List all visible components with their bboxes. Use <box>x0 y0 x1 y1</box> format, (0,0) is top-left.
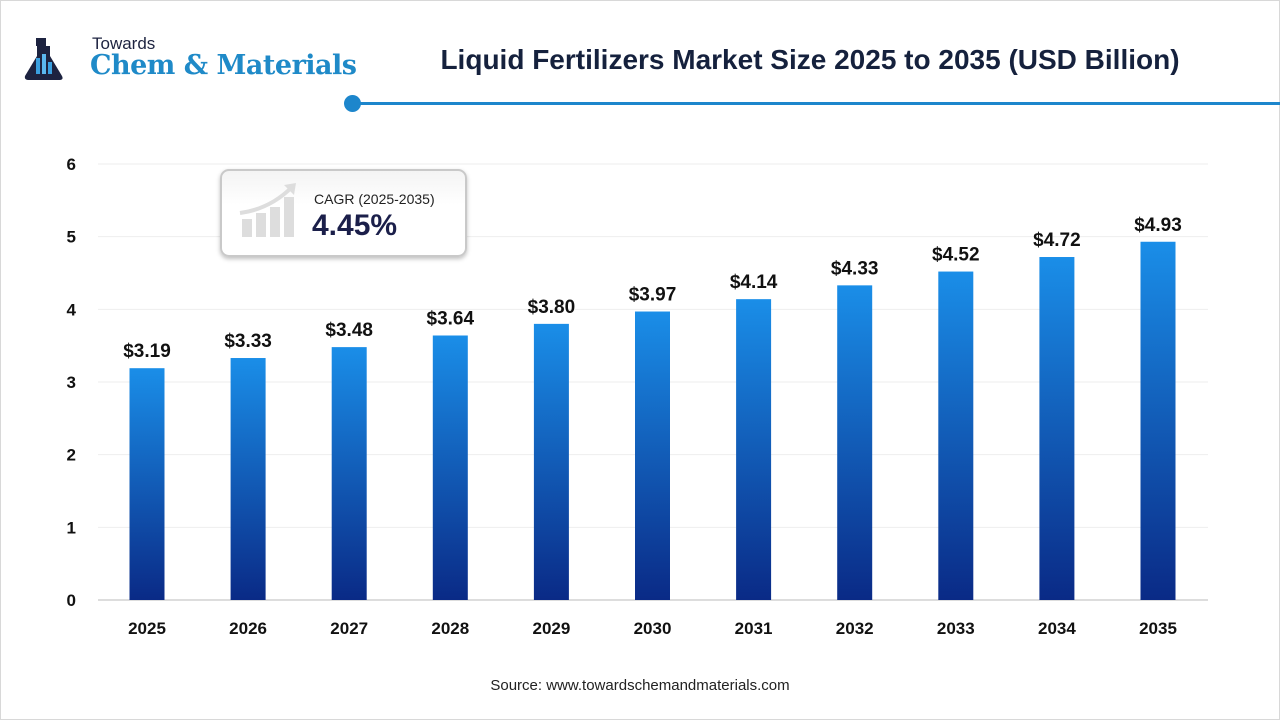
bar-2035 <box>1140 241 1176 600</box>
logo-line1: Towards <box>92 34 156 53</box>
bar-2029 <box>533 323 569 600</box>
x-tick-label: 2029 <box>532 619 570 638</box>
y-tick-label: 4 <box>67 300 77 319</box>
data-label: $4.14 <box>730 272 778 293</box>
flask-icon <box>24 38 63 80</box>
data-label: $3.80 <box>528 297 576 318</box>
data-label: $3.48 <box>325 320 373 341</box>
x-tick-label: 2025 <box>128 619 166 638</box>
x-tick-label: 2027 <box>330 619 368 638</box>
cagr-value: 4.45% <box>312 209 398 242</box>
y-tick-label: 1 <box>67 518 76 537</box>
y-tick-label: 3 <box>67 373 76 392</box>
bar-2027 <box>331 347 367 600</box>
x-tick-label: 2026 <box>229 619 267 638</box>
y-tick-label: 2 <box>67 446 76 465</box>
source-note: Source: www.towardschemandmaterials.com <box>490 677 790 694</box>
data-label: $4.33 <box>831 258 879 279</box>
x-tick-label: 2028 <box>431 619 469 638</box>
x-tick-label: 2032 <box>836 619 874 638</box>
title-rule-dot <box>344 95 361 112</box>
data-label: $4.93 <box>1134 215 1182 236</box>
data-label: $4.52 <box>932 245 980 266</box>
bar-2033 <box>938 271 974 600</box>
x-tick-label: 2033 <box>937 619 975 638</box>
bar-2026 <box>230 358 266 600</box>
logo: Towards Chem & Materials <box>22 34 357 84</box>
bar-2034 <box>1039 257 1075 600</box>
cagr-box: CAGR (2025-2035) 4.45% <box>220 169 467 257</box>
x-tick-label: 2030 <box>634 619 672 638</box>
y-tick-label: 0 <box>67 591 76 610</box>
data-label: $4.72 <box>1033 230 1081 251</box>
cagr-label: CAGR (2025-2035) <box>314 191 435 207</box>
bar-2030 <box>635 311 670 600</box>
bar-2031 <box>736 299 772 600</box>
x-tick-label: 2034 <box>1038 619 1076 638</box>
growth-chart-icon <box>239 183 296 237</box>
data-label: $3.19 <box>123 341 171 362</box>
x-tick-label: 2031 <box>735 619 773 638</box>
logo-line2: Chem & Materials <box>90 50 357 81</box>
y-tick-label: 6 <box>67 155 76 174</box>
chart-title: Liquid Fertilizers Market Size 2025 to 2… <box>440 44 1180 75</box>
data-label: $3.64 <box>427 308 475 329</box>
data-label: $3.97 <box>629 285 677 306</box>
data-label: $3.33 <box>224 331 272 352</box>
x-tick-label: 2035 <box>1139 619 1177 638</box>
y-tick-label: 5 <box>67 228 76 247</box>
bar-2028 <box>432 335 468 600</box>
bar-2025 <box>129 368 165 600</box>
title-rule <box>360 102 1280 105</box>
bar-2032 <box>837 285 873 600</box>
